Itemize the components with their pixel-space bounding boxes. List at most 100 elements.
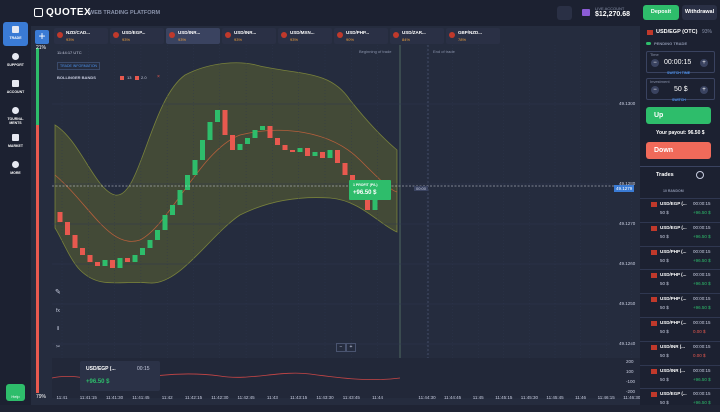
asset-tab[interactable] [110,28,164,44]
trade-flag [651,321,657,326]
menu-item[interactable]: TRADE [9,36,22,40]
add-tab[interactable]: + [35,30,49,44]
panel-asset[interactable]: USD/EGP (OTC) [656,29,698,35]
trade-amount: 50 $ [660,257,669,263]
asset-tab[interactable] [166,28,220,44]
menu-item[interactable]: MORE [10,171,21,175]
menu-icon [12,161,19,168]
trade-amount: 50 $ [660,233,669,239]
asset-tab[interactable] [222,28,276,44]
trade-row[interactable] [640,269,720,293]
time-label: 11:44:30 [418,395,436,400]
asset-tab[interactable] [278,28,332,44]
candle [65,222,70,235]
platform-subtitle: WEB TRADING PLATFORM [89,10,161,16]
history-icon[interactable] [696,171,704,179]
tab-flag [281,32,287,38]
down-button[interactable]: Down [646,142,711,159]
asset-tab[interactable] [446,28,500,44]
candle [147,240,153,248]
time-box[interactable] [646,51,715,73]
deposit-button[interactable]: Deposit [643,5,679,20]
trade-time: 00:00:15 [693,391,711,397]
price-label: 49.1280 [619,181,636,186]
switch[interactable]: SWITCH [672,98,686,102]
time-label: 11:43:15 [290,395,308,400]
trades-title[interactable]: Trades [656,172,674,178]
time-tool[interactable]: ✂ [56,344,61,350]
menu-icon [12,26,19,33]
time-label: 11:45 [473,395,484,400]
account-balance[interactable]: $12,270.68 [595,11,631,18]
trade-flag [651,392,657,398]
trade-row[interactable] [640,198,720,222]
trade-amount: 50 $ [660,329,669,334]
asset-tab[interactable] [390,28,444,44]
time-minus[interactable]: − [651,59,659,67]
trade-profit: 0.00 $ [693,329,706,334]
trade-row[interactable] [640,245,720,270]
logo: QUOTEX [46,7,92,18]
pending-toggle[interactable] [646,42,651,45]
menu-icon [12,80,19,87]
chart-type-tool[interactable]: ⫴ [57,326,60,332]
indicator-color [120,76,124,80]
pending-trade[interactable]: PENDING TRADE [654,41,688,46]
trade-row[interactable] [640,221,720,246]
indicator-remove[interactable]: × [157,74,160,80]
notifications[interactable] [557,6,572,20]
menu-item[interactable]: MARKET [8,144,23,148]
indicator-color [135,76,139,80]
time-plus[interactable]: + [700,59,708,67]
time-label: 11:45:45 [546,395,564,400]
candle [185,175,190,190]
tab-payout: 78% [458,37,467,42]
trade-info-button[interactable]: TRADE INFORMATION [57,62,101,70]
sidebar [0,0,31,405]
tab-payout: 93% [290,37,299,42]
menu-icon [12,134,19,141]
menu-item[interactable]: ACCOUNT [6,90,25,94]
trade-row[interactable] [640,364,720,389]
trades-filter[interactable]: 10 RANDOM [663,189,684,193]
investment-box[interactable] [646,78,715,100]
time-label: 11:41:30 [106,395,124,400]
indicator-tool[interactable]: fx [56,308,60,314]
zoom-in[interactable]: + [346,343,356,352]
time-label: 11:43 [267,395,278,400]
time-label: 11:44:45 [444,395,462,400]
draw-tool[interactable]: ✎ [55,289,61,296]
sentiment-up: 21% [36,45,47,51]
trade-asset: USD/EGP (... [660,391,687,397]
tab-payout: 93% [66,37,75,42]
trade-row[interactable] [640,317,720,341]
tab-payout: 93% [122,37,131,42]
candle [95,262,100,266]
asset-tab[interactable] [54,28,108,44]
investment-label: Investment [650,79,670,84]
switch-time[interactable]: SWITCH TIME [667,71,691,75]
trade-widget[interactable] [80,361,160,391]
trade-asset: USD/INR (... [660,367,686,373]
menu-item[interactable]: TOURNA- MENTS [7,117,24,125]
up-button[interactable]: Up [646,107,711,124]
candle [342,163,348,175]
tab-flag [449,32,455,38]
trade-flag [651,344,657,350]
investment-plus[interactable]: + [700,86,708,94]
account-label: LIVE ACCOUNT [595,6,625,11]
trade-row[interactable] [640,388,720,412]
investment-minus[interactable]: − [651,86,659,94]
trade-amount: 50 $ [660,352,669,358]
zoom-out[interactable]: − [336,343,346,352]
trade-box[interactable] [349,180,391,200]
help-button[interactable]: Help [6,384,25,401]
sentiment-down: 79% [36,394,47,400]
withdrawal-button[interactable]: Withdrawal [682,5,717,20]
trade-row[interactable] [640,340,720,365]
asset-tab[interactable] [334,28,388,44]
trade-time: 00:00:15 [693,367,711,373]
menu-item[interactable]: SUPPORT [7,63,24,67]
trade-row[interactable] [640,293,720,317]
sentiment-up-bar [36,48,39,125]
